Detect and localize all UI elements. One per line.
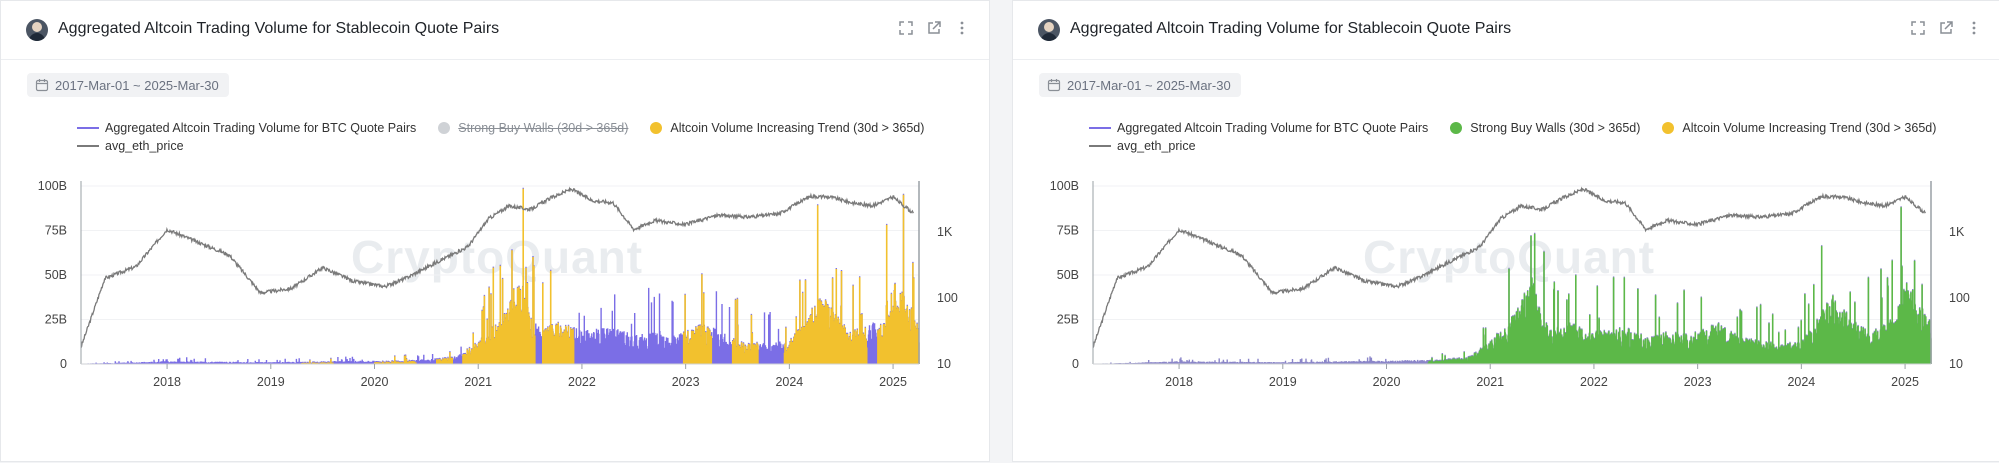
y-tick-label: 50B bbox=[45, 268, 67, 282]
y-tick-label: 0 bbox=[1072, 357, 1079, 371]
legend-item-eth-price[interactable]: avg_eth_price bbox=[1089, 139, 1196, 153]
chart-panel-left: Aggregated Altcoin Trading Volume for St… bbox=[0, 0, 990, 462]
watermark: CryptoQuant bbox=[351, 231, 643, 283]
x-tick-label: 2022 bbox=[568, 375, 596, 389]
y-tick-label: 50B bbox=[1057, 268, 1079, 282]
y2-tick-label: 1K bbox=[1949, 225, 1965, 239]
y-tick-label: 100B bbox=[38, 179, 67, 193]
y-tick-label: 100B bbox=[1050, 179, 1079, 193]
x-tick-label: 2020 bbox=[1373, 375, 1401, 389]
chart-area[interactable]: CryptoQuant 0 25B 50B 75B 100B 10 100 1K 2018 201… bbox=[1, 161, 991, 463]
legend-label: Strong Buy Walls (30d > 365d) bbox=[458, 121, 629, 135]
date-range-selector[interactable]: 2017-Mar-01 ~ 2025-Mar-30 bbox=[27, 73, 229, 97]
avatar[interactable] bbox=[26, 19, 48, 41]
chart-legend: Aggregated Altcoin Trading Volume for BT… bbox=[1089, 119, 1969, 155]
more-options-icon[interactable] bbox=[953, 19, 971, 37]
x-tick-label: 2022 bbox=[1580, 375, 1608, 389]
panel-header: Aggregated Altcoin Trading Volume for St… bbox=[1013, 1, 1999, 60]
panel-toolbar bbox=[897, 19, 971, 37]
avatar[interactable] bbox=[1038, 19, 1060, 41]
date-range-text: 2017-Mar-01 ~ 2025-Mar-30 bbox=[1067, 77, 1231, 93]
series-eth-price[interactable] bbox=[1092, 186, 1927, 349]
series-highlight[interactable] bbox=[1427, 207, 1932, 364]
legend-item-volume[interactable]: Aggregated Altcoin Trading Volume for BT… bbox=[77, 121, 416, 135]
legend-label: Strong Buy Walls (30d > 365d) bbox=[1470, 121, 1641, 135]
legend-label: Altcoin Volume Increasing Trend (30d > 3… bbox=[670, 121, 925, 135]
legend-item-strong-buy-walls[interactable]: Strong Buy Walls (30d > 365d) bbox=[1450, 121, 1640, 135]
legend-label: Aggregated Altcoin Trading Volume for BT… bbox=[105, 121, 417, 135]
y-tick-label: 25B bbox=[45, 313, 67, 327]
expand-icon[interactable] bbox=[1909, 19, 1927, 37]
x-tick-label: 2025 bbox=[879, 375, 907, 389]
chart-area[interactable]: CryptoQuant 0 25B 50B 75B 100B 10 100 1K 2018 201… bbox=[1013, 161, 1999, 463]
calendar-icon bbox=[1047, 79, 1061, 92]
y2-tick-label: 1K bbox=[937, 225, 953, 239]
legend-item-increasing-trend[interactable]: Altcoin Volume Increasing Trend (30d > 3… bbox=[1662, 121, 1936, 135]
chart-svg[interactable]: CryptoQuant 0 25B 50B 75B 100B 10 100 1K 2018 201… bbox=[1, 161, 991, 463]
more-options-icon[interactable] bbox=[1965, 19, 1983, 37]
x-tick-label: 2024 bbox=[775, 375, 803, 389]
legend-swatch bbox=[77, 145, 99, 147]
panel-toolbar bbox=[1909, 19, 1983, 37]
panel-header: Aggregated Altcoin Trading Volume for St… bbox=[1, 1, 989, 60]
x-tick-label: 2018 bbox=[153, 375, 181, 389]
x-tick-label: 2024 bbox=[1787, 375, 1815, 389]
panel-title: Aggregated Altcoin Trading Volume for St… bbox=[58, 20, 500, 37]
legend-item-increasing-trend[interactable]: Altcoin Volume Increasing Trend (30d > 3… bbox=[650, 121, 924, 135]
y-tick-label: 75B bbox=[45, 224, 67, 238]
legend-label: Altcoin Volume Increasing Trend (30d > 3… bbox=[1682, 121, 1937, 135]
date-range-selector[interactable]: 2017-Mar-01 ~ 2025-Mar-30 bbox=[1039, 73, 1241, 97]
legend-item-volume[interactable]: Aggregated Altcoin Trading Volume for BT… bbox=[1089, 121, 1428, 135]
y-tick-label: 25B bbox=[1057, 313, 1079, 327]
expand-icon[interactable] bbox=[897, 19, 915, 37]
chart-legend: Aggregated Altcoin Trading Volume for BT… bbox=[77, 119, 957, 155]
legend-swatch bbox=[1089, 145, 1111, 147]
y2-tick-label: 100 bbox=[937, 291, 958, 305]
legend-swatch bbox=[438, 122, 451, 134]
calendar-icon bbox=[35, 79, 49, 92]
legend-label: Aggregated Altcoin Trading Volume for BT… bbox=[1117, 121, 1429, 135]
x-tick-label: 2023 bbox=[1684, 375, 1712, 389]
chart-panel-right: Aggregated Altcoin Trading Volume for St… bbox=[1012, 0, 1999, 462]
y2-tick-label: 10 bbox=[937, 357, 951, 371]
external-link-icon[interactable] bbox=[925, 19, 943, 37]
legend-swatch bbox=[650, 122, 663, 134]
x-tick-label: 2020 bbox=[361, 375, 389, 389]
y2-tick-label: 10 bbox=[1949, 357, 1963, 371]
legend-swatch bbox=[1662, 122, 1675, 134]
legend-swatch bbox=[77, 127, 99, 129]
legend-item-eth-price[interactable]: avg_eth_price bbox=[77, 139, 184, 153]
series-eth-price[interactable] bbox=[80, 186, 915, 349]
legend-swatch bbox=[1450, 122, 1463, 134]
date-range-text: 2017-Mar-01 ~ 2025-Mar-30 bbox=[55, 77, 219, 93]
x-tick-label: 2019 bbox=[1269, 375, 1297, 389]
panel-title: Aggregated Altcoin Trading Volume for St… bbox=[1070, 20, 1512, 37]
x-tick-label: 2021 bbox=[464, 375, 492, 389]
y-tick-label: 75B bbox=[1057, 224, 1079, 238]
external-link-icon[interactable] bbox=[1937, 19, 1955, 37]
y2-tick-label: 100 bbox=[1949, 291, 1970, 305]
legend-label: avg_eth_price bbox=[1117, 139, 1196, 153]
legend-item-strong-buy-walls[interactable]: Strong Buy Walls (30d > 365d) bbox=[438, 121, 628, 135]
x-tick-label: 2025 bbox=[1891, 375, 1919, 389]
legend-swatch bbox=[1089, 127, 1111, 129]
x-tick-label: 2018 bbox=[1165, 375, 1193, 389]
x-tick-label: 2021 bbox=[1476, 375, 1504, 389]
legend-label: avg_eth_price bbox=[105, 139, 184, 153]
x-tick-label: 2023 bbox=[672, 375, 700, 389]
y-tick-label: 0 bbox=[60, 357, 67, 371]
x-tick-label: 2019 bbox=[257, 375, 285, 389]
